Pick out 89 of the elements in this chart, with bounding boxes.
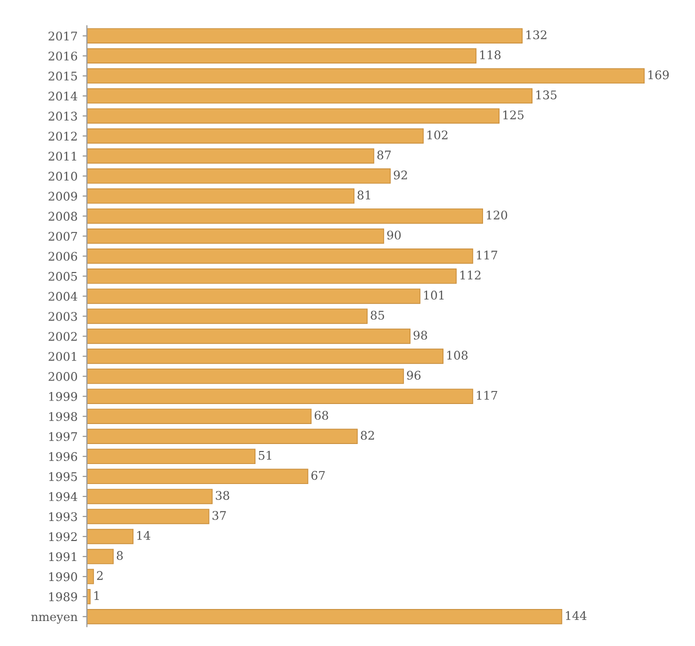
bar [86, 388, 474, 404]
data-label: 8 [116, 551, 123, 560]
bar [86, 248, 474, 264]
data-label: 38 [216, 490, 230, 500]
bar [86, 608, 562, 624]
bar [86, 348, 444, 364]
data-label: 112 [460, 270, 480, 280]
data-label: 82 [360, 430, 374, 440]
data-label: 144 [566, 611, 586, 620]
data-label: 67 [311, 470, 325, 480]
bar [86, 568, 94, 584]
bar [86, 408, 312, 424]
data-label: 14 [137, 531, 150, 540]
y-tick-label: 2006 [48, 252, 78, 261]
data-label: 96 [406, 370, 421, 380]
data-label: 102 [427, 130, 448, 140]
data-label: 120 [486, 210, 508, 220]
y-tick-label: 2016 [48, 52, 78, 61]
data-label: 68 [314, 410, 328, 420]
bar [86, 188, 354, 204]
bar [86, 148, 374, 164]
data-label: 87 [377, 150, 391, 160]
y-tick-label: 1993 [49, 512, 77, 522]
bar [86, 308, 368, 324]
bar [86, 488, 213, 504]
bar [86, 208, 484, 224]
y-tick-label: 1997 [49, 432, 77, 442]
data-label: 118 [480, 50, 501, 60]
bar [86, 508, 210, 524]
y-tick-label: 2017 [48, 32, 77, 41]
y-tick-label: 2000 [48, 372, 78, 381]
data-label: 135 [536, 90, 556, 100]
y-tick-label: 1996 [49, 452, 78, 462]
bar [86, 468, 308, 484]
y-tick-label: 1989 [49, 592, 78, 602]
bar [86, 528, 134, 544]
bar [86, 288, 420, 304]
bar [86, 368, 404, 384]
data-label: 85 [370, 310, 384, 320]
bar [86, 268, 457, 284]
bar [86, 328, 410, 344]
data-label: 90 [387, 230, 401, 240]
y-tick-label: 2014 [48, 92, 78, 101]
y-tick-label: 1994 [49, 492, 78, 502]
data-label: 169 [648, 70, 669, 80]
data-label: 101 [424, 290, 444, 300]
y-tick-label: 2012 [48, 132, 77, 141]
bar [86, 428, 358, 444]
y-tick-label: 2002 [48, 332, 77, 341]
y-tick-label: 2003 [48, 312, 77, 321]
y-tick-label: 2010 [48, 172, 78, 181]
data-label: 132 [526, 30, 546, 40]
data-label: 51 [258, 450, 272, 460]
data-label: 108 [447, 350, 468, 360]
bar [86, 108, 500, 124]
data-label: 2 [97, 571, 103, 580]
y-tick-label: 1995 [49, 472, 77, 482]
bar [86, 88, 533, 104]
y-tick-label: 2009 [48, 192, 78, 201]
y-tick-label: 1998 [49, 412, 78, 421]
y-tick-label: 2013 [48, 112, 77, 121]
data-label: 117 [476, 250, 498, 260]
bar [86, 448, 256, 464]
bar [86, 548, 114, 564]
y-tick-label: 2011 [48, 152, 76, 161]
bar [86, 68, 645, 84]
bar [86, 228, 384, 244]
data-label: 92 [394, 170, 407, 180]
y-tick-label: 2004 [48, 292, 78, 301]
data-label: 81 [358, 190, 370, 200]
y-tick-label: 2005 [48, 272, 77, 281]
y-tick-label: nmeyen [31, 614, 78, 624]
bar [86, 28, 523, 44]
y-tick-label: 1990 [49, 572, 78, 582]
data-label: 125 [503, 110, 524, 120]
bar [86, 168, 391, 184]
y-tick-label: 2008 [48, 212, 78, 221]
data-label: 1 [94, 591, 99, 600]
bar [86, 128, 424, 144]
data-label: 117 [476, 390, 498, 400]
y-tick-label: 2015 [48, 72, 77, 81]
y-tick-label: 1992 [49, 532, 77, 542]
bar [86, 48, 476, 64]
y-tick-label: 1999 [49, 392, 78, 401]
y-tick-label: 2001 [48, 352, 76, 361]
data-label: 37 [212, 510, 226, 520]
data-label: 98 [414, 330, 428, 340]
y-tick-label: 1991 [49, 552, 76, 562]
y-tick-label: 2007 [48, 232, 77, 241]
